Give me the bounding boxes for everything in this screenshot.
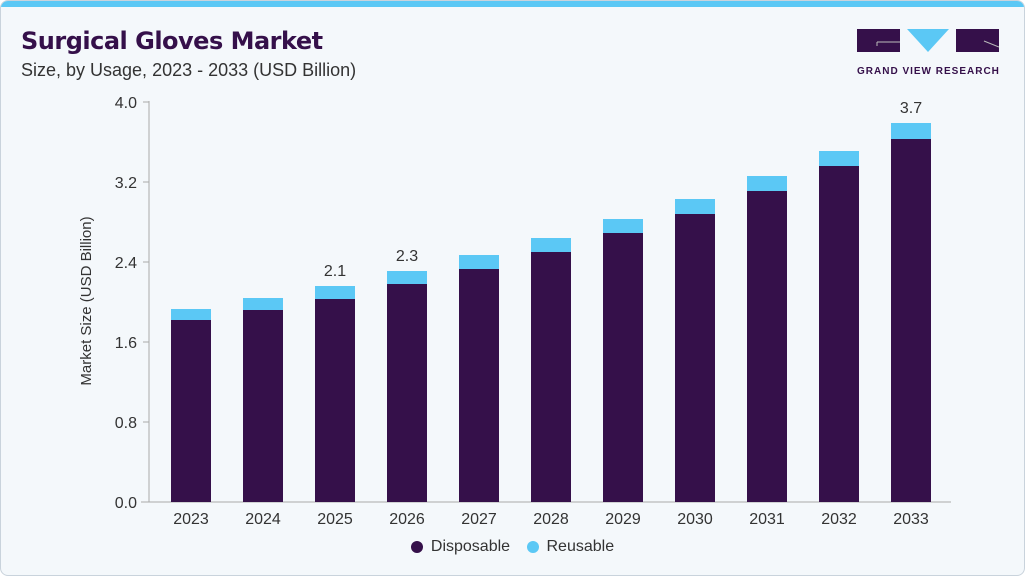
bar-reusable-2029 xyxy=(603,219,643,233)
bar-reusable-2032 xyxy=(819,151,859,166)
logo-mark-icon xyxy=(857,29,1000,52)
legend-label: Disposable xyxy=(430,538,511,555)
y-tick-label: 0.0 xyxy=(115,495,137,512)
x-tick-label: 2027 xyxy=(461,511,497,528)
bar-disposable-2029 xyxy=(603,233,643,502)
x-tick-label: 2029 xyxy=(605,511,641,528)
bar-disposable-2030 xyxy=(675,214,715,502)
bar-disposable-2031 xyxy=(747,191,787,502)
legend-swatch-reusable xyxy=(526,541,539,553)
bar-disposable-2033 xyxy=(891,139,931,502)
bar-reusable-2027 xyxy=(459,255,499,269)
x-tick-label: 2031 xyxy=(749,511,785,528)
bar-reusable-2028 xyxy=(531,238,571,252)
bar-reusable-2026 xyxy=(387,271,427,284)
legend-label: Reusable xyxy=(546,538,615,555)
legend-item-disposable: Disposable xyxy=(410,538,511,556)
x-tick-label: 2025 xyxy=(317,511,353,528)
bar-disposable-2024 xyxy=(243,310,283,502)
bar-reusable-2031 xyxy=(747,176,787,191)
bar-disposable-2025 xyxy=(315,299,355,502)
y-tick-label: 1.6 xyxy=(115,335,137,352)
x-tick-label: 2028 xyxy=(533,511,569,528)
x-tick-label: 2033 xyxy=(893,511,929,528)
y-axis-title: Market Size (USD Billion) xyxy=(78,216,95,385)
y-tick-label: 2.4 xyxy=(115,255,137,272)
legend: Disposable Reusable xyxy=(1,538,1024,558)
y-tick-label: 0.8 xyxy=(115,415,137,432)
x-tick-label: 2030 xyxy=(677,511,713,528)
data-label-2033: 3.7 xyxy=(900,100,922,117)
bar-disposable-2023 xyxy=(171,320,211,502)
chart-subtitle: Size, by Usage, 2023 - 2033 (USD Billion… xyxy=(21,60,357,80)
x-tick-label: 2023 xyxy=(173,511,209,528)
chart-title: Surgical Gloves Market xyxy=(21,27,323,55)
bar-disposable-2026 xyxy=(387,284,427,502)
data-label-2026: 2.3 xyxy=(396,248,418,265)
x-tick-label: 2032 xyxy=(821,511,857,528)
y-tick-label: 3.2 xyxy=(115,175,137,192)
legend-item-reusable: Reusable xyxy=(526,538,615,556)
accent-bar xyxy=(1,1,1024,7)
y-tick-label: 4.0 xyxy=(115,95,137,112)
bar-disposable-2027 xyxy=(459,269,499,502)
data-label-2025: 2.1 xyxy=(324,263,346,280)
x-tick-label: 2026 xyxy=(389,511,425,528)
legend-swatch-disposable xyxy=(410,541,423,553)
bar-disposable-2032 xyxy=(819,166,859,502)
bar-reusable-2024 xyxy=(243,298,283,310)
bar-reusable-2025 xyxy=(315,286,355,299)
bar-reusable-2030 xyxy=(675,199,715,214)
x-tick-label: 2024 xyxy=(245,511,281,528)
bar-reusable-2033 xyxy=(891,123,931,139)
bar-reusable-2023 xyxy=(171,309,211,320)
grand-view-research-logo: GRAND VIEW RESEARCH xyxy=(857,29,1000,77)
bar-disposable-2028 xyxy=(531,252,571,502)
logo-text: GRAND VIEW RESEARCH xyxy=(857,66,1000,77)
